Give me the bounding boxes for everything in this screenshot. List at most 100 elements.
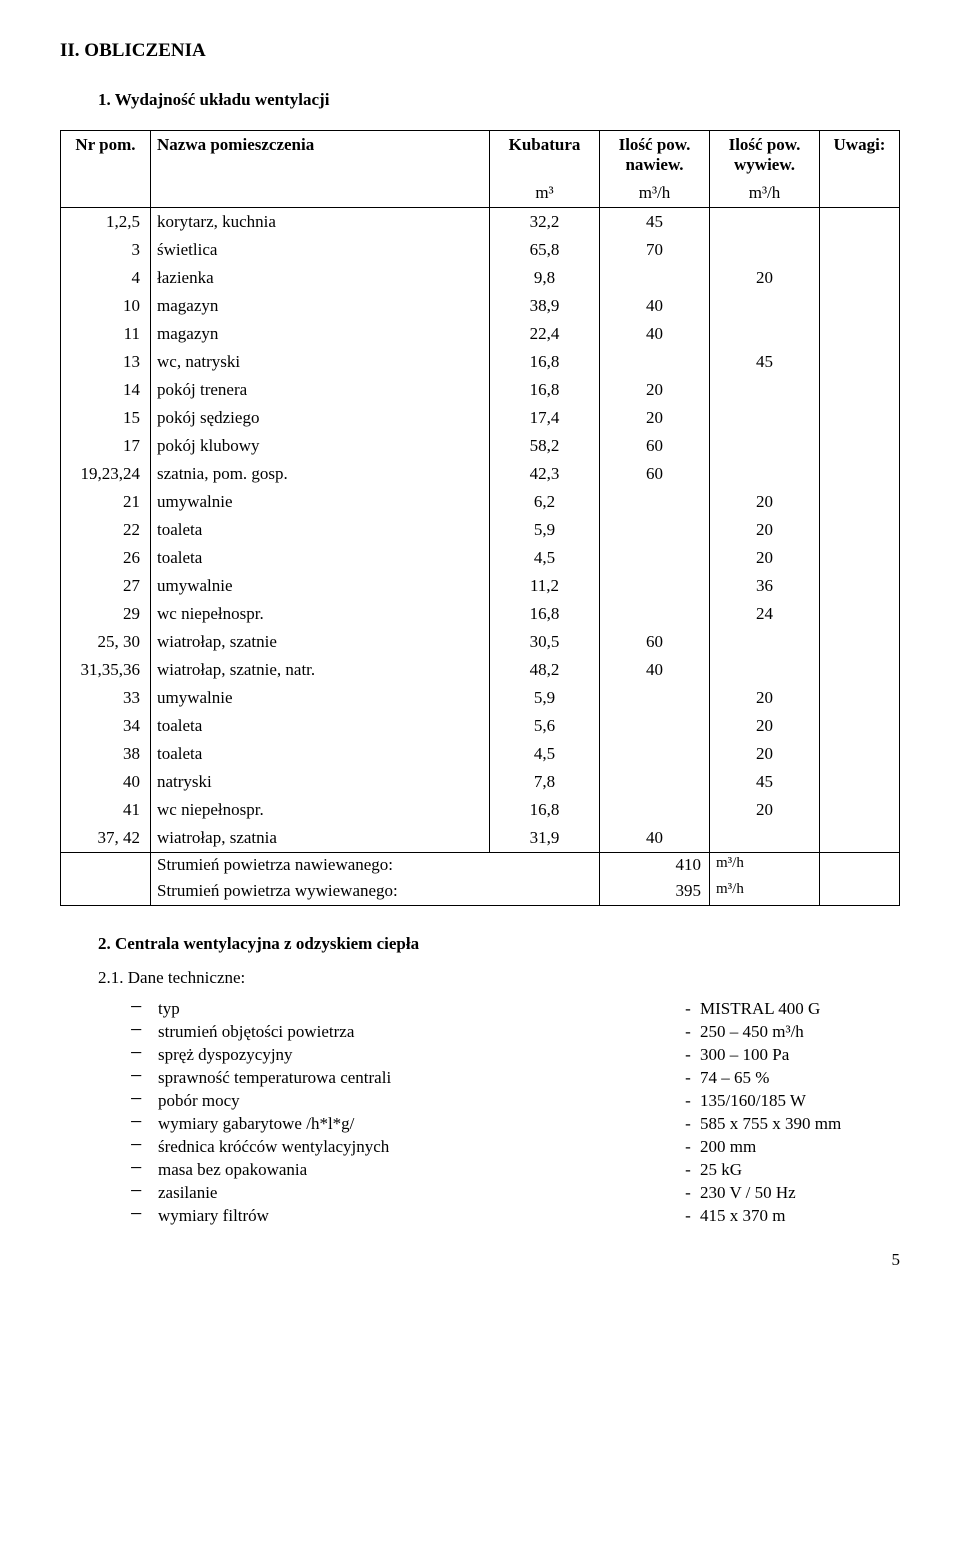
tech-label: typ — [158, 999, 676, 1019]
table-row: 1,2,5korytarz, kuchnia32,245 — [61, 208, 900, 237]
cell-kubatura: 48,2 — [490, 656, 600, 684]
summary-label: Strumień powietrza wywiewanego: — [151, 879, 600, 906]
cell-nr: 17 — [61, 432, 151, 460]
cell-nawiew — [600, 740, 710, 768]
cell-wywiew: 20 — [710, 544, 820, 572]
cell-uwagi — [820, 320, 900, 348]
cell-nazwa: toaleta — [151, 712, 490, 740]
cell-wywiew: 20 — [710, 796, 820, 824]
cell-wywiew: 45 — [710, 768, 820, 796]
col-header-nawiew: Ilość pow. nawiew. — [600, 131, 710, 180]
cell-uwagi — [820, 488, 900, 516]
cell-nazwa: wc, natryski — [151, 348, 490, 376]
cell-nazwa: umywalnie — [151, 684, 490, 712]
summary-label: Strumień powietrza nawiewanego: — [151, 853, 600, 880]
summary-row: Strumień powietrza wywiewanego:395m³/h — [61, 879, 900, 906]
cell-nawiew — [600, 600, 710, 628]
cell-nr: 19,23,24 — [61, 460, 151, 488]
tech-value: 135/160/185 W — [700, 1091, 900, 1111]
section2-sub: 2.1. Dane techniczne: — [98, 968, 900, 988]
cell-nazwa: toaleta — [151, 516, 490, 544]
table-row: 37, 42wiatrołap, szatnia31,940 — [61, 824, 900, 853]
table-row: 11magazyn22,440 — [61, 320, 900, 348]
cell-nazwa: pokój klubowy — [151, 432, 490, 460]
cell-nr: 1,2,5 — [61, 208, 151, 237]
col-header-nr: Nr pom. — [61, 131, 151, 208]
cell-kubatura: 7,8 — [490, 768, 600, 796]
cell-kubatura: 32,2 — [490, 208, 600, 237]
dash-icon: − — [130, 1205, 158, 1222]
cell-nazwa: pokój trenera — [151, 376, 490, 404]
cell-kubatura: 6,2 — [490, 488, 600, 516]
dash-icon: − — [130, 998, 158, 1015]
cell-uwagi — [820, 516, 900, 544]
cell-nr: 3 — [61, 236, 151, 264]
separator: - — [676, 1160, 700, 1180]
cell-nawiew: 40 — [600, 656, 710, 684]
cell-nazwa: wc niepełnospr. — [151, 796, 490, 824]
cell-kubatura: 65,8 — [490, 236, 600, 264]
cell-uwagi — [820, 796, 900, 824]
cell-kubatura: 30,5 — [490, 628, 600, 656]
cell-kubatura: 9,8 — [490, 264, 600, 292]
cell-uwagi — [820, 292, 900, 320]
separator: - — [676, 1183, 700, 1203]
summary-unit: m³/h — [710, 853, 820, 880]
cell-nr: 41 — [61, 796, 151, 824]
cell-nazwa: wiatrołap, szatnie — [151, 628, 490, 656]
tech-label: pobór mocy — [158, 1091, 676, 1111]
tech-item: −typ-MISTRAL 400 G — [130, 998, 900, 1019]
cell-wywiew — [710, 376, 820, 404]
summary-value: 395 — [600, 879, 710, 906]
cell-kubatura: 16,8 — [490, 600, 600, 628]
cell-nr: 25, 30 — [61, 628, 151, 656]
cell-wywiew: 45 — [710, 348, 820, 376]
cell-kubatura: 4,5 — [490, 544, 600, 572]
table-row: 13wc, natryski16,845 — [61, 348, 900, 376]
table-row: 3świetlica65,870 — [61, 236, 900, 264]
cell-wywiew — [710, 292, 820, 320]
table-row: 10magazyn38,940 — [61, 292, 900, 320]
cell-uwagi — [820, 404, 900, 432]
summary-row: Strumień powietrza nawiewanego:410m³/h — [61, 853, 900, 880]
tech-value: 250 – 450 m³/h — [700, 1022, 900, 1042]
table-row: 38toaleta4,520 — [61, 740, 900, 768]
cell-uwagi — [820, 544, 900, 572]
table-row: 26toaleta4,520 — [61, 544, 900, 572]
cell-uwagi — [820, 712, 900, 740]
tech-value: 230 V / 50 Hz — [700, 1183, 900, 1203]
tech-item: −zasilanie-230 V / 50 Hz — [130, 1182, 900, 1203]
cell-wywiew: 24 — [710, 600, 820, 628]
tech-value: 585 x 755 x 390 mm — [700, 1114, 900, 1134]
cell-wywiew: 36 — [710, 572, 820, 600]
tech-value: 415 x 370 m — [700, 1206, 900, 1226]
table-row: 29wc niepełnospr.16,824 — [61, 600, 900, 628]
summary-unit: m³/h — [710, 879, 820, 906]
cell-nawiew: 40 — [600, 824, 710, 853]
dash-icon: − — [130, 1044, 158, 1061]
cell-wywiew: 20 — [710, 264, 820, 292]
separator: - — [676, 1206, 700, 1226]
cell-uwagi — [820, 656, 900, 684]
cell-nawiew — [600, 684, 710, 712]
cell-nazwa: toaleta — [151, 740, 490, 768]
tech-label: zasilanie — [158, 1183, 676, 1203]
cell-kubatura: 4,5 — [490, 740, 600, 768]
cell-kubatura: 31,9 — [490, 824, 600, 853]
section2-title: 2. Centrala wentylacyjna z odzyskiem cie… — [98, 934, 900, 954]
cell-nr: 26 — [61, 544, 151, 572]
tech-label: wymiary gabarytowe /h*l*g/ — [158, 1114, 676, 1134]
cell-nr: 31,35,36 — [61, 656, 151, 684]
cell-kubatura: 16,8 — [490, 796, 600, 824]
tech-label: masa bez opakowania — [158, 1160, 676, 1180]
tech-item: −wymiary filtrów-415 x 370 m — [130, 1205, 900, 1226]
cell-kubatura: 16,8 — [490, 376, 600, 404]
cell-wywiew: 20 — [710, 516, 820, 544]
cell-uwagi — [820, 572, 900, 600]
cell-nr: 13 — [61, 348, 151, 376]
tech-label: spręż dyspozycyjny — [158, 1045, 676, 1065]
cell-uwagi — [820, 236, 900, 264]
cell-nawiew — [600, 572, 710, 600]
cell-nawiew: 45 — [600, 208, 710, 237]
tech-item: −strumień objętości powietrza-250 – 450 … — [130, 1021, 900, 1042]
